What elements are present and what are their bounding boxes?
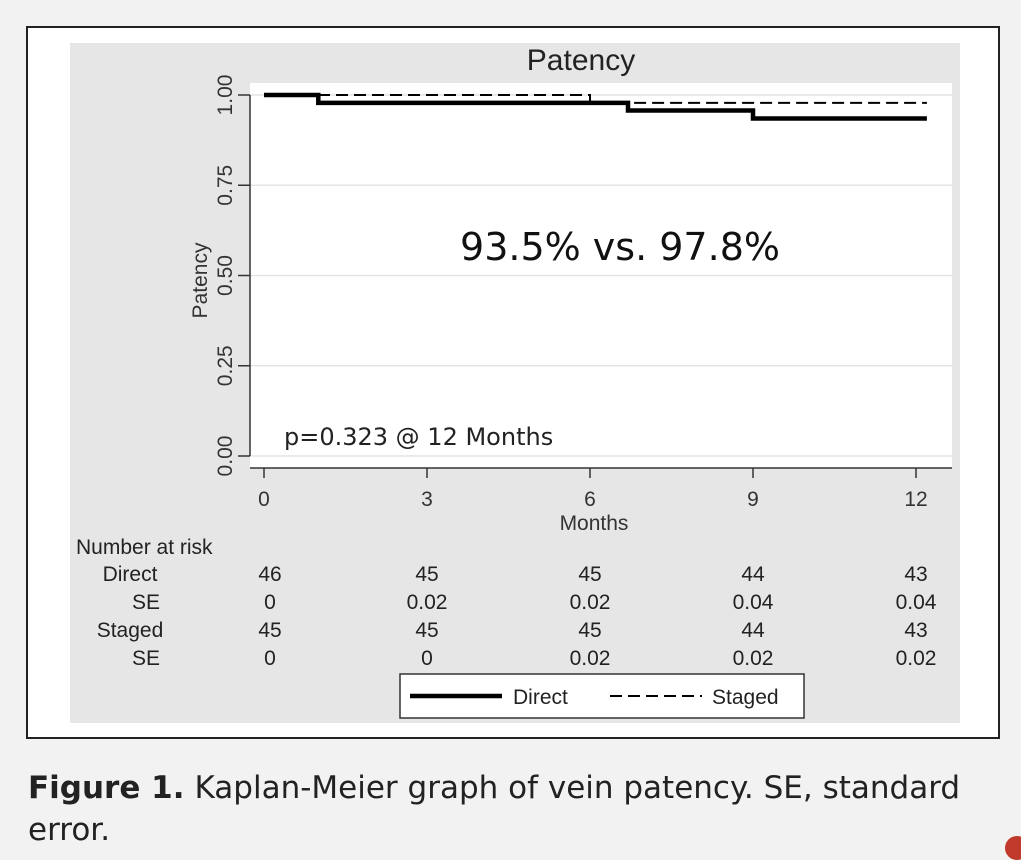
risk-cell: 0.02 [733,647,774,670]
y-tick-label: 1.00 [214,75,237,116]
risk-cell: 46 [258,563,281,586]
chart-title: Patency [527,44,635,77]
caption-text: Kaplan-Meier graph of vein patency. SE, … [28,770,961,848]
risk-cell: 0.02 [896,647,937,670]
y-tick-label: 0.75 [214,165,237,206]
y-tick-label: 0.25 [214,345,237,386]
risk-cell: 44 [741,563,765,586]
x-tick-label: 12 [904,488,927,511]
risk-cell: 45 [578,619,601,642]
risk-cell: 0 [421,647,433,670]
risk-cell: 43 [904,619,927,642]
risk-cell: 0 [264,591,276,614]
kaplan-meier-chart: Patency 0.00 0.25 0.50 0.75 1.00 Patency 0 3 6 9 12… [70,43,960,723]
x-tick-label: 3 [421,488,433,511]
x-tick-label: 0 [258,488,270,511]
risk-cell: 43 [904,563,927,586]
annotation-pvalue: p=0.323 @ 12 Months [284,423,553,451]
legend-staged-label: Staged [712,686,779,709]
risk-cell: 45 [415,563,438,586]
figure-frame: Patency 0.00 0.25 0.50 0.75 1.00 Patency 0 3 6 9 12… [26,26,1000,739]
corner-mark [1005,836,1021,860]
risk-cell: 0 [264,647,276,670]
series-direct-line [264,92,927,121]
risk-row-label: Staged [97,619,164,642]
risk-cell: 45 [578,563,601,586]
risk-row-label: SE [132,647,160,670]
series-staged-line [264,94,927,104]
annotation-survival: 93.5% vs. 97.8% [460,225,780,269]
x-tick-label: 9 [747,488,759,511]
caption-label: Figure 1. [28,770,185,806]
risk-cell: 0.02 [407,591,448,614]
risk-cell: 0.02 [570,591,611,614]
risk-cell: 0.02 [570,647,611,670]
x-tick-label: 6 [584,488,596,511]
y-tick-label: 0.50 [214,255,237,296]
legend-direct-label: Direct [513,686,568,709]
risk-table-header: Number at risk [76,536,213,559]
risk-row-label: SE [132,591,160,614]
figure-caption: Figure 1. Kaplan-Meier graph of vein pate… [28,768,988,852]
risk-cell: 0.04 [733,591,774,614]
risk-cell: 45 [258,619,281,642]
x-axis-label: Months [560,512,629,535]
risk-row-label: Direct [103,563,158,586]
y-axis-label: Patency [189,242,212,318]
risk-cell: 45 [415,619,438,642]
risk-cell: 44 [741,619,765,642]
y-tick-label: 0.00 [214,436,237,477]
risk-cell: 0.04 [896,591,937,614]
